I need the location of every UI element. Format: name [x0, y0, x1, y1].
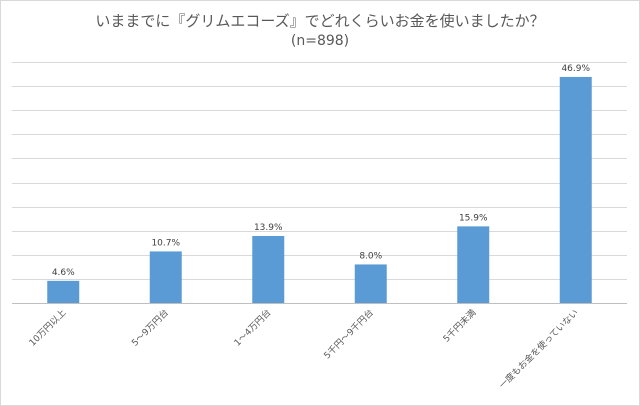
category-tick-label: 10万円以上: [27, 307, 68, 348]
data-labels: 4.6% 10.7% 13.9% 8.0% 15.9% 46.9%: [52, 64, 591, 278]
bar: [559, 76, 592, 303]
category-tick-label: 1～4万円台: [231, 307, 273, 349]
category-tick-label: 5千円～9千円台: [321, 307, 376, 362]
bar: [149, 251, 182, 303]
bar: [354, 264, 387, 303]
bar: [47, 280, 80, 303]
category-tick-label: 5千円未満: [440, 307, 478, 345]
category-tick-label: 5～9万円台: [129, 307, 171, 349]
chart-title: いままでに『グリムエコーズ』でどれくらいお金を使いましたか？: [95, 12, 545, 30]
category-tick-labels: 10万円以上 5～9万円台 1～4万円台 5千円～9千円台 5千円未満 一度もお金を使って…: [27, 307, 581, 392]
data-label: 13.9%: [254, 223, 283, 233]
gridlines: [12, 62, 627, 304]
bar: [252, 236, 285, 303]
bars: [47, 76, 592, 303]
data-label: 4.6%: [52, 268, 75, 278]
data-label: 15.9%: [459, 213, 488, 223]
chart-subtitle: (n=898): [290, 33, 350, 49]
data-label: 46.9%: [561, 64, 590, 74]
data-label: 8.0%: [359, 251, 382, 261]
bar: [457, 226, 490, 303]
category-tick-label: 一度もお金を使っていない: [496, 307, 581, 392]
data-label: 10.7%: [151, 238, 180, 248]
